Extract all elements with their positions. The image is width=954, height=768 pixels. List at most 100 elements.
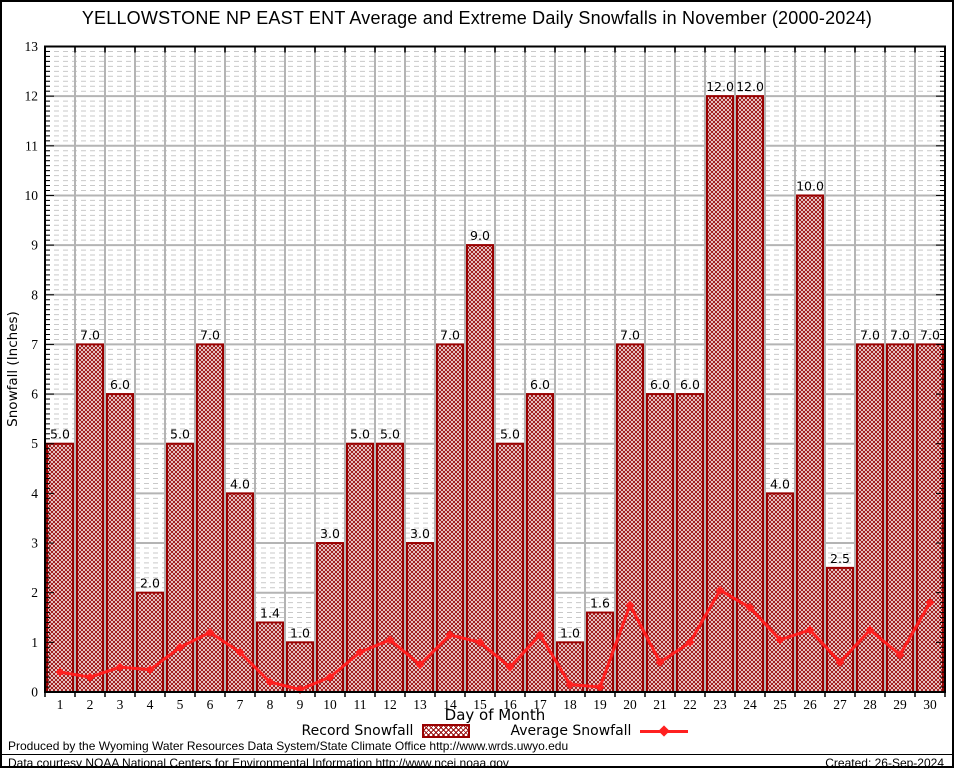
record-bar-day-26: [796, 194, 824, 693]
bar-value-label-day-30: 7.0: [920, 327, 940, 342]
bar-value-label-day-24: 12.0: [736, 79, 764, 94]
y-tick-12: 12: [25, 89, 39, 104]
record-bar-day-30: [916, 343, 944, 693]
x-tick-labels: 1 2 3 4 5 6 7 8 9 10 11 12 13 14 15 16 17 18 19 20 21 22 23 24 2…: [57, 697, 937, 712]
record-bar-day-4: [136, 591, 164, 694]
bar-value-label-day-9: 1.0: [290, 625, 310, 640]
average-marker-day-14: [445, 630, 455, 640]
x-tick-10: 10: [323, 697, 337, 712]
average-marker-day-19: [595, 682, 605, 692]
y-tick-0: 0: [31, 685, 38, 700]
x-tick-29: 29: [893, 697, 907, 712]
bar-value-label-day-21: 6.0: [650, 377, 670, 392]
record-snowfall-swatch: [422, 724, 471, 738]
bar-value-label-day-4: 2.0: [140, 576, 160, 591]
y-tick-1: 1: [31, 635, 38, 650]
record-bar-day-13: [406, 542, 434, 693]
x-tick-13: 13: [413, 697, 427, 712]
x-tick-18: 18: [563, 697, 577, 712]
average-marker-day-28: [865, 625, 875, 635]
average-marker-day-20: [625, 600, 635, 610]
x-tick-7: 7: [237, 697, 244, 712]
average-marker-day-26: [805, 625, 815, 635]
bar-value-label-day-17: 6.0: [530, 377, 550, 392]
bar-value-label-day-20: 7.0: [620, 327, 640, 342]
x-tick-5: 5: [177, 697, 184, 712]
average-snowfall-swatch: [640, 729, 689, 733]
record-bar-day-14: [436, 343, 464, 693]
bar-value-label-day-29: 7.0: [890, 327, 910, 342]
x-tick-1: 1: [57, 697, 64, 712]
x-tick-30: 30: [923, 697, 937, 712]
bar-value-label-day-1: 5.0: [50, 427, 70, 442]
average-marker-day-7: [235, 647, 245, 657]
record-bar-day-20: [616, 343, 644, 693]
record-bar-day-27: [826, 566, 854, 693]
x-axis-label: Day of Month: [444, 706, 546, 724]
record-bar-day-15: [466, 244, 494, 693]
y-tick-10: 10: [25, 188, 39, 203]
x-tick-4: 4: [147, 697, 154, 712]
footer-separator: [2, 754, 952, 755]
record-bar-day-16: [496, 442, 524, 693]
legend-record-label: Record Snowfall: [301, 723, 414, 739]
average-marker-day-23: [715, 585, 725, 595]
x-tick-15: 15: [473, 697, 487, 712]
average-marker-day-11: [355, 647, 365, 657]
average-marker-day-10: [325, 672, 335, 682]
created-date: Created: 26-Sep-2024: [825, 756, 944, 768]
bar-value-label-day-23: 12.0: [706, 79, 734, 94]
x-tick-3: 3: [117, 697, 124, 712]
bar-value-label-day-8: 1.4: [260, 605, 280, 620]
record-bar-day-25: [766, 492, 794, 693]
axis-ticks: [44, 46, 946, 697]
average-marker-day-2: [85, 672, 95, 682]
bar-value-label-day-27: 2.5: [830, 551, 850, 566]
y-tick-11: 11: [25, 138, 38, 153]
x-tick-9: 9: [297, 697, 304, 712]
x-tick-20: 20: [623, 697, 637, 712]
bar-value-label-day-13: 3.0: [410, 526, 430, 541]
bar-value-label-day-19: 1.6: [590, 596, 610, 611]
bar-value-label-day-3: 6.0: [110, 377, 130, 392]
record-bar-day-2: [76, 343, 104, 693]
x-tick-12: 12: [383, 697, 397, 712]
x-tick-16: 16: [503, 697, 517, 712]
y-tick-6: 6: [31, 387, 38, 402]
y-tick-13: 13: [25, 39, 39, 54]
bar-value-label-day-10: 3.0: [320, 526, 340, 541]
average-marker-day-8: [265, 677, 275, 687]
record-bar-day-21: [646, 393, 674, 693]
average-marker-day-15: [475, 637, 485, 647]
x-tick-21: 21: [653, 697, 667, 712]
bar-value-label-day-6: 7.0: [200, 327, 220, 342]
x-tick-19: 19: [593, 697, 607, 712]
average-marker-day-13: [415, 660, 425, 670]
x-tick-11: 11: [354, 697, 367, 712]
bar-value-label-day-15: 9.0: [470, 228, 490, 243]
major-gridlines: [45, 46, 945, 692]
average-marker-day-16: [505, 662, 515, 672]
bar-value-label-day-22: 6.0: [680, 377, 700, 392]
x-tick-24: 24: [743, 697, 757, 712]
record-bar-day-10: [316, 542, 344, 693]
x-tick-6: 6: [207, 697, 214, 712]
bar-value-label-day-28: 7.0: [860, 327, 880, 342]
y-tick-8: 8: [31, 287, 38, 302]
x-tick-8: 8: [267, 697, 274, 712]
average-marker-day-3: [115, 662, 125, 672]
bar-value-label-day-25: 4.0: [770, 476, 790, 491]
average-snowfall-markers: [55, 585, 935, 695]
average-marker-day-21: [655, 657, 665, 667]
legend: Record Snowfall Average Snowfall: [45, 723, 945, 739]
average-marker-day-6: [205, 627, 215, 637]
bar-value-label-day-2: 7.0: [80, 327, 100, 342]
x-tick-26: 26: [803, 697, 817, 712]
average-marker-day-5: [175, 642, 185, 652]
bar-value-labels: 5.0 7.0 6.0 2.0 5.0 7.0 4.0 1.4 1.0 3.0 5.0 5.0 3.0 7…: [50, 79, 940, 640]
y-tick-5: 5: [31, 436, 38, 451]
y-tick-9: 9: [31, 238, 38, 253]
